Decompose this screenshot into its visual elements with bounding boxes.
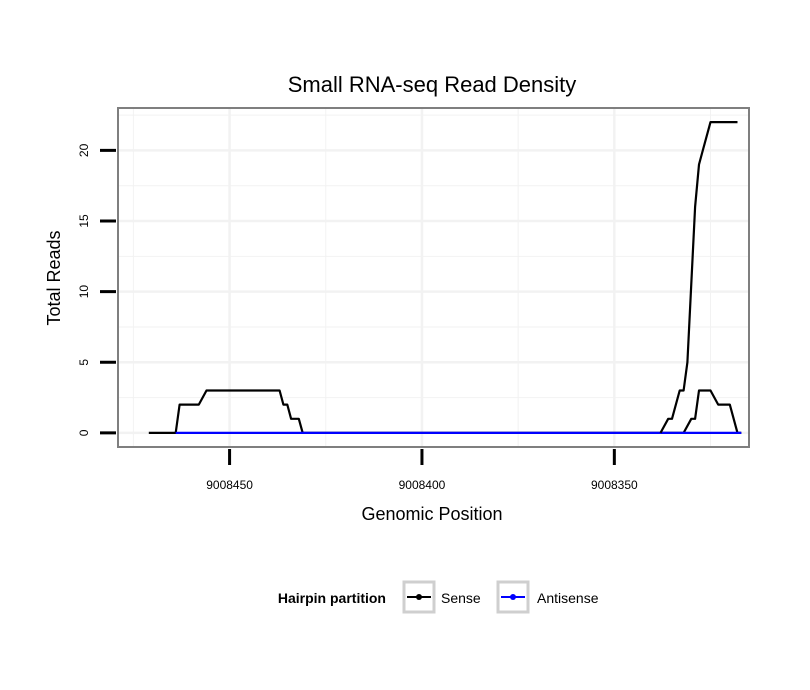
panel-border bbox=[117, 107, 750, 448]
legend-label-sense: Sense bbox=[441, 590, 481, 606]
x-axis-title: Genomic Position bbox=[361, 504, 502, 524]
y-tick-label: 20 bbox=[77, 143, 91, 157]
y-tick-label: 15 bbox=[77, 214, 91, 228]
series-line-sense-peak bbox=[659, 120, 738, 434]
x-axis-ticks: 9008450 9008400 9008350 bbox=[206, 449, 638, 492]
y-tick-label: 10 bbox=[77, 285, 91, 299]
x-tick-label: 9008450 bbox=[206, 478, 253, 492]
legend-marker-antisense bbox=[510, 594, 516, 600]
y-axis-ticks: 0 5 10 15 20 bbox=[77, 143, 116, 436]
series-layer bbox=[148, 120, 742, 434]
x-tick-label: 9008400 bbox=[399, 478, 446, 492]
chart-title: Small RNA-seq Read Density bbox=[288, 72, 577, 97]
y-tick-label: 0 bbox=[77, 429, 91, 436]
legend-label-antisense: Antisense bbox=[537, 590, 599, 606]
y-axis-title: Total Reads bbox=[44, 230, 64, 325]
legend-title: Hairpin partition bbox=[278, 590, 386, 606]
x-tick-label: 9008350 bbox=[591, 478, 638, 492]
grid-layer bbox=[118, 108, 749, 447]
legend: Hairpin partition Sense Antisense bbox=[278, 580, 599, 614]
legend-marker-sense bbox=[416, 594, 422, 600]
panel-background bbox=[118, 108, 749, 447]
y-tick-label: 5 bbox=[77, 359, 91, 366]
